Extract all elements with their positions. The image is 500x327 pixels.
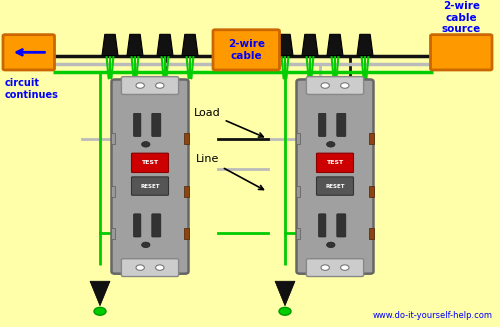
Bar <box>184 133 188 144</box>
Text: RESET: RESET <box>140 183 160 189</box>
Circle shape <box>142 142 150 147</box>
Polygon shape <box>277 34 293 56</box>
FancyBboxPatch shape <box>318 214 326 237</box>
Circle shape <box>136 265 144 270</box>
Text: circuit
continues: circuit continues <box>5 78 59 100</box>
Polygon shape <box>327 34 343 56</box>
Text: RESET: RESET <box>325 183 345 189</box>
FancyBboxPatch shape <box>3 35 54 70</box>
FancyBboxPatch shape <box>213 30 280 70</box>
Text: www.do-it-yourself-help.com: www.do-it-yourself-help.com <box>372 311 492 320</box>
Circle shape <box>340 83 349 88</box>
Bar <box>184 228 188 239</box>
Bar <box>296 133 300 144</box>
Bar <box>184 186 188 198</box>
FancyBboxPatch shape <box>318 113 326 136</box>
Circle shape <box>142 242 150 248</box>
Polygon shape <box>157 34 173 56</box>
Bar <box>369 186 374 198</box>
FancyBboxPatch shape <box>152 214 161 237</box>
Polygon shape <box>90 281 110 306</box>
FancyBboxPatch shape <box>430 35 492 70</box>
FancyBboxPatch shape <box>122 259 178 277</box>
FancyBboxPatch shape <box>337 113 346 136</box>
Text: 2-wire
cable
source: 2-wire cable source <box>442 1 481 34</box>
Polygon shape <box>182 34 198 56</box>
Text: 2-wire
cable: 2-wire cable <box>228 39 265 61</box>
Bar <box>296 228 300 239</box>
FancyBboxPatch shape <box>112 79 188 274</box>
FancyBboxPatch shape <box>134 214 141 237</box>
Circle shape <box>340 265 349 270</box>
Polygon shape <box>102 34 118 56</box>
Text: Line: Line <box>196 154 264 190</box>
Polygon shape <box>357 34 373 56</box>
Circle shape <box>326 142 335 147</box>
Bar <box>110 133 115 144</box>
Circle shape <box>156 265 164 270</box>
Circle shape <box>321 83 330 88</box>
FancyBboxPatch shape <box>132 153 168 172</box>
Circle shape <box>326 242 335 248</box>
Bar <box>110 186 115 198</box>
Text: TEST: TEST <box>142 161 158 165</box>
FancyBboxPatch shape <box>316 177 354 195</box>
Bar <box>110 228 115 239</box>
FancyBboxPatch shape <box>134 113 141 136</box>
Bar <box>369 133 374 144</box>
Text: Load: Load <box>194 108 263 137</box>
FancyBboxPatch shape <box>296 79 374 274</box>
FancyBboxPatch shape <box>316 153 354 172</box>
Text: TEST: TEST <box>326 161 344 165</box>
Circle shape <box>279 307 291 315</box>
FancyBboxPatch shape <box>337 214 346 237</box>
FancyBboxPatch shape <box>132 177 168 195</box>
Circle shape <box>136 83 144 88</box>
Bar <box>369 228 374 239</box>
Polygon shape <box>127 34 143 56</box>
FancyBboxPatch shape <box>306 77 364 95</box>
Bar <box>296 186 300 198</box>
Circle shape <box>94 307 106 315</box>
Circle shape <box>156 83 164 88</box>
Polygon shape <box>302 34 318 56</box>
Circle shape <box>321 265 330 270</box>
FancyBboxPatch shape <box>122 77 178 95</box>
FancyBboxPatch shape <box>306 259 364 277</box>
FancyBboxPatch shape <box>152 113 161 136</box>
Polygon shape <box>275 281 295 306</box>
